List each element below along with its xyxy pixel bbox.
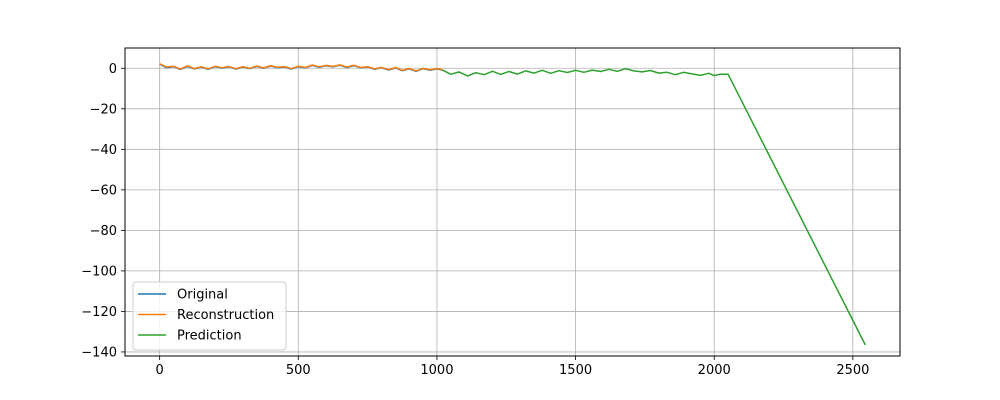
y-tick-label: −140 — [81, 345, 117, 360]
y-tick-label: −20 — [90, 102, 117, 117]
legend-label-original: Original — [177, 288, 228, 303]
legend-label-reconstruction: Reconstruction — [177, 308, 274, 323]
x-tick-label: 1500 — [559, 363, 592, 378]
series-group — [159, 63, 866, 346]
legend-box — [132, 281, 287, 351]
y-tick-label: −40 — [90, 143, 117, 158]
y-tick-label: 0 — [109, 62, 117, 77]
plot-frame — [124, 47, 901, 357]
x-tick-label: 2500 — [836, 363, 869, 378]
y-tick-label: −100 — [81, 264, 117, 279]
y-tick-label: −80 — [90, 224, 117, 239]
x-tick-label: 1000 — [420, 363, 453, 378]
ticks: 0 500 1000 1500 2000 2500 0 −20 −40 −60 −80 −100 −12… — [81, 62, 869, 378]
y-tick-label: −60 — [90, 183, 117, 198]
legend: Original Reconstruction Prediction — [132, 281, 287, 351]
x-tick-label: 2000 — [698, 363, 731, 378]
series-line-reconstruction — [159, 63, 443, 72]
x-tick-label: 500 — [286, 363, 311, 378]
x-tick-label: 0 — [156, 363, 164, 378]
grid — [125, 48, 900, 356]
series-line-prediction — [442, 67, 866, 346]
legend-label-prediction: Prediction — [177, 329, 242, 344]
y-tick-label: −120 — [81, 305, 117, 320]
